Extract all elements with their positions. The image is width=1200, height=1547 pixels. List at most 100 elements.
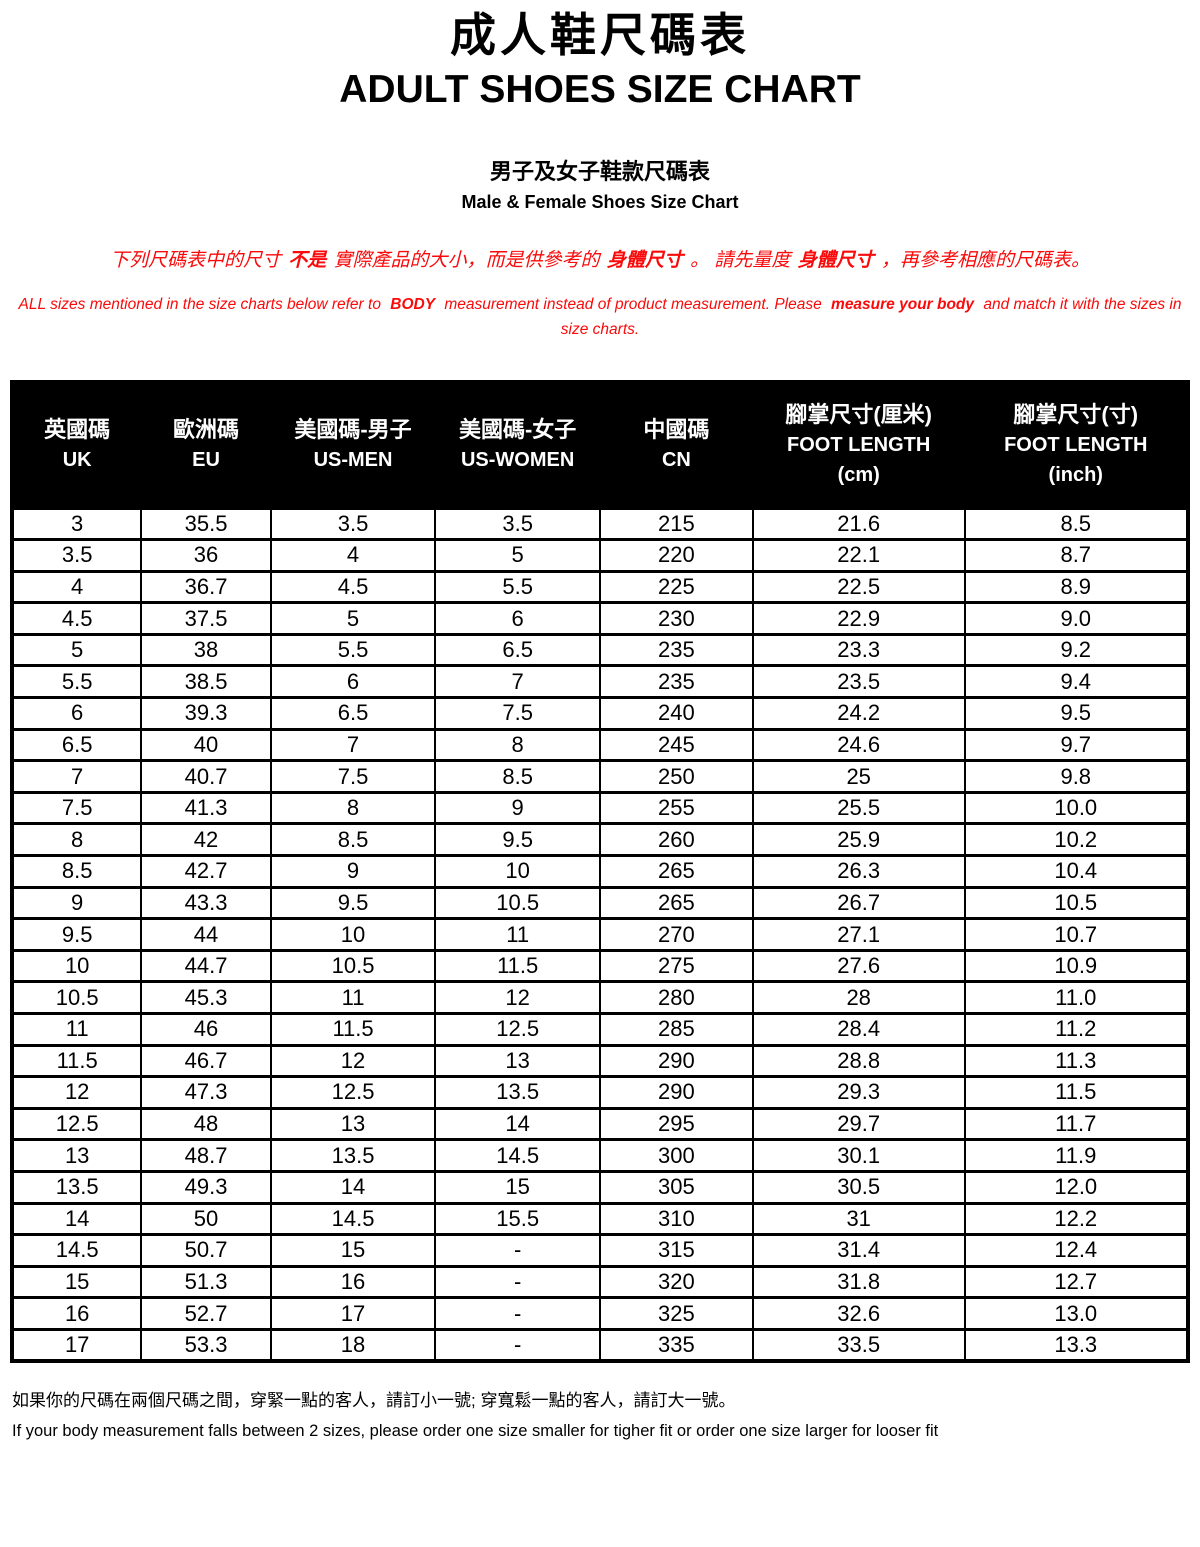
size-cell: 12 xyxy=(434,980,601,1015)
size-cell: 23.5 xyxy=(751,664,966,700)
size-cell: 13.3 xyxy=(963,1327,1190,1363)
size-cell: 4 xyxy=(269,538,437,573)
table-row: 3.5 36 4 5 220 22.1 8.7 xyxy=(10,538,1190,573)
table-row: 11.5 46.7 12 13 290 28.8 11.3 xyxy=(10,1043,1190,1079)
size-cell: 13.5 xyxy=(10,1169,143,1205)
size-cell: 31.4 xyxy=(751,1233,966,1268)
size-cell: 14.5 xyxy=(269,1201,437,1237)
size-cell: 52.7 xyxy=(140,1296,272,1331)
column-header-label-zh: 腳掌尺寸(厘米) xyxy=(785,402,932,428)
size-cell: 27.6 xyxy=(751,948,966,984)
size-cell: 11.5 xyxy=(269,1012,437,1047)
size-cell: 37.5 xyxy=(140,601,272,636)
size-cell: 335 xyxy=(598,1327,754,1363)
between-sizes-note: 如果你的尺碼在兩個尺碼之間，穿緊一點的客人，請訂小一號; 穿寬鬆一點的客人，請訂… xyxy=(12,1389,1190,1443)
size-cell: 26.3 xyxy=(751,854,966,889)
size-cell: 33.5 xyxy=(751,1327,966,1363)
size-cell: 23.3 xyxy=(751,632,966,668)
size-chart-table-container: 英國碼 UK 歐洲碼 EU 美國碼-男子 US-MEN 美國碼-女子 US-WOMEN 中國碼 C… xyxy=(10,380,1190,1364)
size-cell: 4 xyxy=(10,569,143,605)
table-row: 5 38 5.5 6.5 235 23.3 9.2 xyxy=(10,632,1190,668)
size-cell: 310 xyxy=(598,1201,754,1237)
table-row: 15 51.3 16-320 31.8 12.7 xyxy=(10,1264,1190,1300)
size-cell: 240 xyxy=(598,696,754,731)
size-cell: 9.7 xyxy=(963,727,1190,763)
size-cell: 21.6 xyxy=(751,506,966,542)
size-cell: 11 xyxy=(434,917,601,952)
column-header-label-zh: 美國碼-男子 xyxy=(294,417,412,443)
size-cell: 9 xyxy=(10,885,143,921)
size-cell: 3.5 xyxy=(10,538,143,573)
size-cell: 10.4 xyxy=(963,854,1190,889)
size-cell: 12.0 xyxy=(963,1169,1190,1205)
size-cell: 255 xyxy=(598,790,754,826)
size-cell: 12 xyxy=(10,1075,143,1110)
size-cell: 22.1 xyxy=(751,538,966,573)
size-cell: 14.5 xyxy=(10,1233,143,1268)
body-measurement-notice-en: ALL sizes mentioned in the size charts b… xyxy=(0,292,1200,342)
size-cell: 12.5 xyxy=(10,1106,143,1142)
size-cell: 15 xyxy=(434,1169,601,1205)
size-chart-page: 成人鞋尺碼表 ADULT SHOES SIZE CHART 男子及女子鞋款尺碼表… xyxy=(0,9,1200,1443)
size-cell: 6 xyxy=(434,601,601,636)
size-cell: 40.7 xyxy=(140,759,272,794)
column-header-foot-length: 腳掌尺寸(寸) FOOT LENGTH (inch) xyxy=(963,381,1190,509)
size-cell: 27.1 xyxy=(751,917,966,952)
column-header-label-en: EU xyxy=(192,449,220,472)
size-cell: 25.5 xyxy=(751,790,966,826)
column-header-us-men: 美國碼-男子 US-MEN xyxy=(269,381,437,509)
size-cell: 11.3 xyxy=(963,1043,1190,1079)
table-row: 13.5 49.3 14 15 305 30.5 12.0 xyxy=(10,1169,1190,1205)
size-cell: 10 xyxy=(434,854,601,889)
size-cell: 29.7 xyxy=(751,1106,966,1142)
notice-segment-bold: 身體尺寸 xyxy=(606,250,683,271)
size-cell: 15.5 xyxy=(434,1201,601,1237)
between-sizes-note-en: If your body measurement falls between 2… xyxy=(12,1422,939,1441)
size-cell: 12.2 xyxy=(963,1201,1190,1237)
size-cell: 12.5 xyxy=(269,1075,437,1110)
size-cell: 10.9 xyxy=(963,948,1190,984)
body-measurement-notice-zh: 下列尺碼表中的尺寸 不是 實際產品的大小，而是供參考的 身體尺寸 。 請先量度 … xyxy=(0,248,1200,274)
notice-segment: and match it with the sizes in size char… xyxy=(560,296,1182,338)
table-row: 4 36.7 4.5 5.5 225 22.5 8.9 xyxy=(10,569,1190,605)
size-cell: 13.0 xyxy=(963,1296,1190,1331)
size-cell: 9.5 xyxy=(269,885,437,921)
size-cell: - xyxy=(434,1264,601,1300)
notice-segment-bold: 身體尺寸 xyxy=(797,250,874,271)
table-header-row: 英國碼 UK 歐洲碼 EU 美國碼-男子 US-MEN 美國碼-女子 US-WOMEN 中國碼 C… xyxy=(10,381,1190,509)
column-header-label-en: CN xyxy=(661,449,691,472)
size-cell: 5 xyxy=(434,538,601,573)
size-cell: 280 xyxy=(598,980,754,1015)
size-cell: 6.5 xyxy=(269,696,437,731)
size-cell: 28.8 xyxy=(751,1043,966,1079)
page-title-zh: 成人鞋尺碼表 xyxy=(450,9,750,61)
column-header-unit: (cm) xyxy=(837,464,880,487)
size-cell: 28.4 xyxy=(751,1012,966,1047)
size-cell: 11.5 xyxy=(963,1075,1190,1110)
size-cell: 48.7 xyxy=(140,1138,272,1173)
notice-segment-bold: 不是 xyxy=(288,250,327,271)
size-cell: 25 xyxy=(751,759,966,794)
table-row: 10.5 45.3 11 12 280 28 11.0 xyxy=(10,980,1190,1015)
column-header-label-zh: 中國碼 xyxy=(643,417,710,443)
table-row: 6 39.3 6.5 7.5 240 24.2 9.5 xyxy=(10,696,1190,731)
size-cell: 26.7 xyxy=(751,885,966,921)
size-cell: 7.5 xyxy=(269,759,437,794)
size-cell: 45.3 xyxy=(140,980,272,1015)
column-header-label-zh: 英國碼 xyxy=(44,417,111,443)
size-cell: 12 xyxy=(269,1043,437,1079)
size-cell: 10 xyxy=(269,917,437,952)
size-cell: 245 xyxy=(598,727,754,763)
size-cell: 38.5 xyxy=(140,664,272,700)
size-cell: 300 xyxy=(598,1138,754,1173)
size-cell: 38 xyxy=(140,632,272,668)
size-cell: 11.0 xyxy=(963,980,1190,1015)
table-row: 5.5 38.5 6 7 235 23.5 9.4 xyxy=(10,664,1190,700)
subtitle-en: Male & Female Shoes Size Chart xyxy=(461,192,739,212)
size-cell: 9.0 xyxy=(963,601,1190,636)
size-cell: 6 xyxy=(10,696,143,731)
size-cell: 9.2 xyxy=(963,632,1190,668)
size-cell: 290 xyxy=(598,1043,754,1079)
size-cell: 13 xyxy=(10,1138,143,1173)
size-cell: 8.5 xyxy=(434,759,601,794)
